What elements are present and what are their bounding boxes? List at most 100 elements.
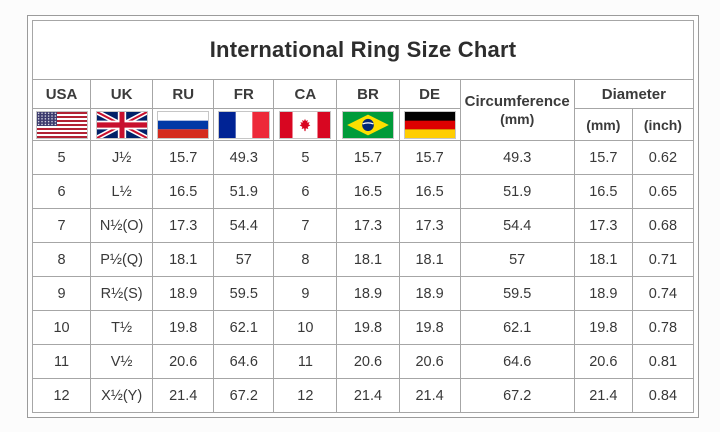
table-cell: 5 <box>31 140 92 175</box>
table-cell: 15.7 <box>398 140 461 175</box>
table-cell: 7 <box>31 208 92 243</box>
table-cell: 21.4 <box>336 378 400 413</box>
flag-cell-fr <box>213 108 275 141</box>
table-row: 12 X½(Y) 21.4 67.2 12 21.4 21.4 67.2 21.4 0.84 <box>31 378 695 413</box>
flag-cell-br <box>336 108 400 141</box>
table-cell: 20.6 <box>152 344 215 379</box>
table-cell: 0.84 <box>631 378 695 413</box>
table-cell: 62.1 <box>459 310 575 345</box>
table-cell: T½ <box>90 310 154 345</box>
table-cell: 16.5 <box>573 174 633 209</box>
table-row: 10 T½ 19.8 62.1 10 19.8 19.8 62.1 19.8 0.78 <box>31 310 695 345</box>
canada-flag-icon <box>279 110 332 139</box>
table-cell: 18.9 <box>152 276 215 311</box>
table-row: 9 R½(S) 18.9 59.5 9 18.9 18.9 59.5 18.9 0.74 <box>31 276 695 311</box>
column-header-row: USA UK RU FR CA BR DE Circumference (mm)… <box>31 79 695 141</box>
table-cell: 12 <box>31 378 92 413</box>
page-title: International Ring Size Chart <box>32 20 694 80</box>
ring-size-table: International Ring Size Chart USA UK RU … <box>31 20 695 413</box>
table-cell: 54.4 <box>213 208 275 243</box>
flag-cell-usa <box>31 108 92 141</box>
flag-cell-ca <box>273 108 338 141</box>
table-cell: N½(O) <box>90 208 154 243</box>
table-cell: 54.4 <box>459 208 575 243</box>
table-cell: 6 <box>273 174 338 209</box>
title-row: International Ring Size Chart <box>32 20 694 80</box>
table-cell: 11 <box>31 344 92 379</box>
flag-cell-uk <box>90 108 154 141</box>
table-cell: 17.3 <box>336 208 400 243</box>
table-cell: 7 <box>273 208 338 243</box>
table-row: 5 J½ 15.7 49.3 5 15.7 15.7 49.3 15.7 0.62 <box>31 140 695 175</box>
col-header-usa: USA <box>31 79 92 109</box>
table-cell: 16.5 <box>152 174 215 209</box>
russia-flag-icon <box>157 110 210 139</box>
col-header-ru: RU <box>152 79 215 109</box>
table-cell: P½(Q) <box>90 242 154 277</box>
usa-flag-icon <box>35 110 88 139</box>
table-cell: J½ <box>90 140 154 175</box>
col-header-fr: FR <box>213 79 275 109</box>
table-cell: 57 <box>213 242 275 277</box>
table-cell: V½ <box>90 344 154 379</box>
table-cell: 64.6 <box>459 344 575 379</box>
table-cell: L½ <box>90 174 154 209</box>
table-cell: 16.5 <box>398 174 461 209</box>
table-cell: 49.3 <box>213 140 275 175</box>
table-cell: 18.9 <box>336 276 400 311</box>
table-cell: 12 <box>273 378 338 413</box>
table-cell: 10 <box>31 310 92 345</box>
table-cell: 64.6 <box>213 344 275 379</box>
table-cell: 0.78 <box>631 310 695 345</box>
table-cell: 21.4 <box>398 378 461 413</box>
table-cell: 18.1 <box>398 242 461 277</box>
table-cell: 0.74 <box>631 276 695 311</box>
circumference-label: Circumference <box>464 92 570 110</box>
table-cell: 20.6 <box>573 344 633 379</box>
table-cell: 62.1 <box>213 310 275 345</box>
table-cell: 11 <box>273 344 338 379</box>
table-cell: 5 <box>273 140 338 175</box>
table-cell: 15.7 <box>152 140 215 175</box>
table-cell: 57 <box>459 242 575 277</box>
col-header-uk: UK <box>90 79 154 109</box>
table-cell: 18.1 <box>336 242 400 277</box>
table-cell: 0.68 <box>631 208 695 243</box>
flag-row: (mm) (inch) <box>31 108 695 141</box>
table-cell: 19.8 <box>336 310 400 345</box>
table-cell: 59.5 <box>213 276 275 311</box>
table-cell: 17.3 <box>398 208 461 243</box>
table-cell: 9 <box>273 276 338 311</box>
table-cell: 51.9 <box>459 174 575 209</box>
table-row: 6 L½ 16.5 51.9 6 16.5 16.5 51.9 16.5 0.65 <box>31 174 695 209</box>
table-cell: 17.3 <box>152 208 215 243</box>
table-cell: 19.8 <box>398 310 461 345</box>
table-cell: 0.62 <box>631 140 695 175</box>
france-flag-icon <box>217 110 270 139</box>
table-cell: 17.3 <box>573 208 633 243</box>
germany-flag-icon <box>403 110 456 139</box>
table-row: 8 P½(Q) 18.1 57 8 18.1 18.1 57 18.1 0.71 <box>31 242 695 277</box>
table-cell: 15.7 <box>336 140 400 175</box>
table-cell: 21.4 <box>152 378 215 413</box>
table-cell: X½(Y) <box>90 378 154 413</box>
table-cell: 59.5 <box>459 276 575 311</box>
table-cell: 18.9 <box>573 276 633 311</box>
diameter-unit-mm: (mm) <box>573 108 633 141</box>
table-cell: 10 <box>273 310 338 345</box>
diameter-unit-inch: (inch) <box>631 108 695 141</box>
table-cell: 67.2 <box>459 378 575 413</box>
table-cell: 8 <box>31 242 92 277</box>
flag-cell-de <box>398 108 461 141</box>
col-header-circumference: Circumference (mm) <box>459 79 575 141</box>
table-cell: R½(S) <box>90 276 154 311</box>
table-body: 5 J½ 15.7 49.3 5 15.7 15.7 49.3 15.7 0.62 6 L½ 16.5 5… <box>31 140 695 413</box>
table-cell: 9 <box>31 276 92 311</box>
table-cell: 15.7 <box>573 140 633 175</box>
table-cell: 20.6 <box>398 344 461 379</box>
flag-cell-ru <box>152 108 215 141</box>
table-cell: 51.9 <box>213 174 275 209</box>
table-row: 11 V½ 20.6 64.6 11 20.6 20.6 64.6 20.6 0.81 <box>31 344 695 379</box>
table-cell: 8 <box>273 242 338 277</box>
col-header-br: BR <box>336 79 400 109</box>
